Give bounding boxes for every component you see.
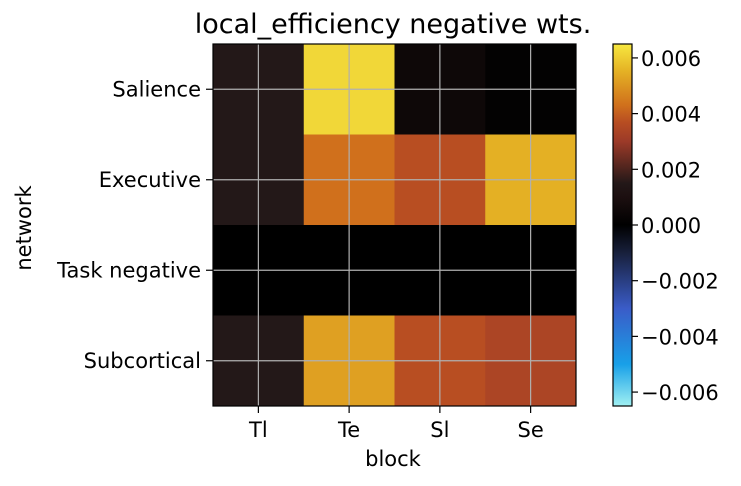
x-tick-label: Se (518, 418, 544, 442)
colorbar-tick-label: −0.004 (641, 325, 719, 349)
colorbar-tick-label: −0.006 (641, 381, 719, 405)
y-tick-label: Subcortical (84, 349, 201, 373)
y-axis-ticks: Salience Executive Task negative Subcortica… (56, 77, 213, 373)
plot-frame (212, 43, 577, 407)
y-axis-label: network (12, 185, 36, 271)
y-tick-label: Salience (112, 77, 201, 101)
x-axis-label: block (365, 447, 422, 471)
x-tick-label: Te (337, 418, 360, 442)
colorbar-tick-label: 0.004 (641, 103, 701, 127)
colorbar-tick-label: 0.002 (641, 158, 701, 182)
heatmap-cells (213, 44, 577, 407)
x-tick-label: Tl (248, 418, 268, 442)
grid-lines (213, 44, 576, 406)
x-axis-ticks: Tl Te Sl Se (248, 406, 544, 442)
x-tick-label: Sl (430, 418, 449, 442)
y-tick-label: Task negative (56, 258, 201, 282)
colorbar-tick-label: −0.002 (641, 270, 719, 294)
colorbar-tick-label: 0.000 (641, 214, 701, 238)
colorbar-gradient (612, 43, 633, 407)
colorbar-tick-label: 0.006 (641, 47, 701, 71)
y-tick-label: Executive (99, 168, 201, 192)
chart-title: local_efficiency negative wts. (195, 9, 592, 40)
colorbar: 0.006 0.004 0.002 0.000 −0.002 −0.004 −0.006 (612, 43, 719, 407)
